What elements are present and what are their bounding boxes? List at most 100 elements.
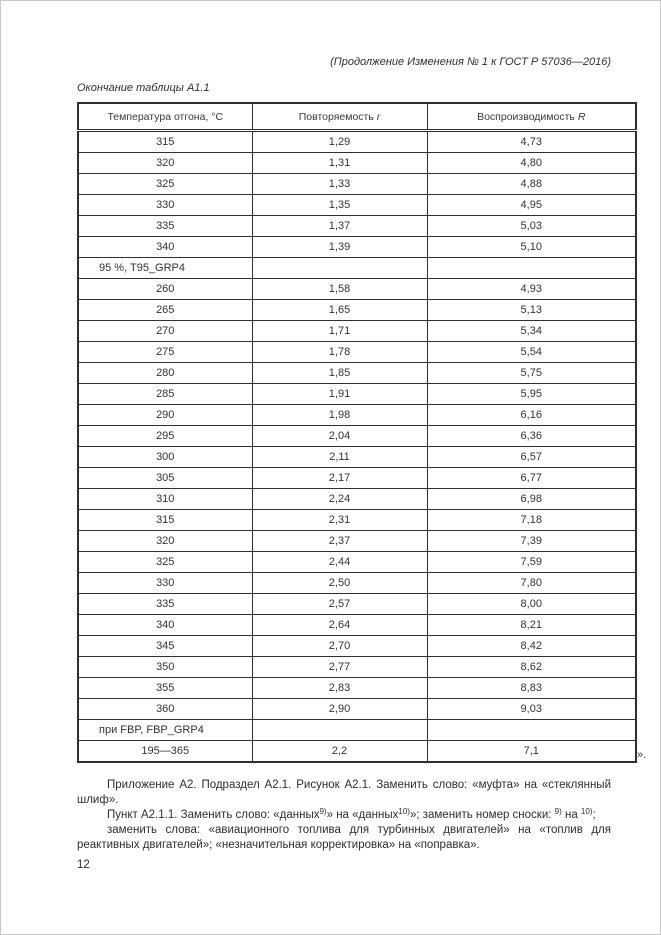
temperature-cell: 295 xyxy=(77,425,253,447)
temperature-cell: 315 xyxy=(77,509,253,531)
col-header-label: Воспроизводимость xyxy=(477,110,578,123)
temperature-cell: 290 xyxy=(77,404,253,426)
table-row: 285 1,91 5,95 xyxy=(77,383,637,405)
temperature-cell: 330 xyxy=(77,194,253,216)
table-row: 350 2,77 8,62 xyxy=(77,656,637,678)
section-row: 95 %, T95_GRP4 xyxy=(77,257,637,279)
reproducibility-cell: 4,95 xyxy=(426,194,637,216)
paragraph-clause-a211: Пункт А2.1.1. Заменить слово: «данных9)»… xyxy=(77,808,611,823)
repeatability-cell: 1,71 xyxy=(251,320,428,342)
repeatability-cell: 2,24 xyxy=(251,488,428,510)
temperature-cell: 325 xyxy=(77,551,253,573)
reproducibility-cell: 4,88 xyxy=(426,173,637,195)
repeatability-cell: 2,17 xyxy=(251,467,428,489)
table-row: 265 1,65 5,13 xyxy=(77,299,637,321)
text-segment: »; заменить номер сноски: xyxy=(409,809,555,821)
footnote-marker: 9) xyxy=(554,807,562,816)
table-header-row: Температура отгона, °С Повторяемость r В… xyxy=(77,102,637,132)
col-header-symbol: r xyxy=(376,110,381,123)
repeatability-cell: 2,70 xyxy=(251,635,428,657)
table-row: 335 2,57 8,00 xyxy=(77,593,637,615)
col-header-reproducibility: Воспроизводимость R xyxy=(426,102,637,132)
temperature-cell: 350 xyxy=(77,656,253,678)
repeatability-cell: 1,85 xyxy=(251,362,428,384)
col-header-symbol: R xyxy=(577,110,586,123)
temperature-cell: 345 xyxy=(77,635,253,657)
repeatability-cell: 2,50 xyxy=(251,572,428,594)
table-row: 315 1,29 4,73 xyxy=(77,130,637,153)
repeatability-cell: 2,37 xyxy=(251,530,428,552)
table-row: 305 2,17 6,77 xyxy=(77,467,637,489)
table-row: 295 2,04 6,36 xyxy=(77,425,637,447)
reproducibility-cell: 7,39 xyxy=(426,530,637,552)
paragraph-word-replacements: заменить слова: «авиационного топлива дл… xyxy=(77,824,611,851)
repeatability-cell: 2,77 xyxy=(251,656,428,678)
table-row: 340 1,39 5,10 xyxy=(77,236,637,258)
temperature-cell: 315 xyxy=(77,130,253,153)
text-segment: Пункт А2.1.1. Заменить слово: «данных xyxy=(107,809,320,821)
temperature-cell: 320 xyxy=(77,152,253,174)
reproducibility-cell: 4,80 xyxy=(426,152,637,174)
table-caption: Окончание таблицы А1.1 xyxy=(77,82,210,94)
temperature-cell: 330 xyxy=(77,572,253,594)
reproducibility-cell: 4,73 xyxy=(426,130,637,153)
table-row: 325 1,33 4,88 xyxy=(77,173,637,195)
table-row: 270 1,71 5,34 xyxy=(77,320,637,342)
table-row: 260 1,58 4,93 xyxy=(77,278,637,300)
repeatability-cell: 2,2 xyxy=(251,740,428,763)
reproducibility-cell: 6,36 xyxy=(426,425,637,447)
temperature-cell: 270 xyxy=(77,320,253,342)
temperature-cell: 300 xyxy=(77,446,253,468)
repeatability-cell: 2,04 xyxy=(251,425,428,447)
closing-quote-mark: ». xyxy=(637,749,647,761)
temperature-cell: 280 xyxy=(77,362,253,384)
temperature-cell: 325 xyxy=(77,173,253,195)
table-row: 280 1,85 5,75 xyxy=(77,362,637,384)
repeatability-cell: 2,83 xyxy=(251,677,428,699)
repeatability-cell: 1,31 xyxy=(251,152,428,174)
reproducibility-cell: 7,1 xyxy=(426,740,637,763)
section-label-cell: 95 %, T95_GRP4 xyxy=(77,257,253,279)
empty-cell xyxy=(251,257,428,279)
footnote-marker: 9) xyxy=(319,807,327,816)
page-number: 12 xyxy=(77,859,90,871)
reproducibility-cell: 6,16 xyxy=(426,404,637,426)
repeatability-cell: 2,44 xyxy=(251,551,428,573)
text-segment: » на «данных xyxy=(326,809,399,821)
repeatability-cell: 1,37 xyxy=(251,215,428,237)
reproducibility-cell: 6,57 xyxy=(426,446,637,468)
empty-cell xyxy=(251,719,428,741)
text-segment: на xyxy=(561,809,581,821)
temperature-cell: 335 xyxy=(77,215,253,237)
table-row: 275 1,78 5,54 xyxy=(77,341,637,363)
reproducibility-cell: 4,93 xyxy=(426,278,637,300)
temperature-cell: 340 xyxy=(77,236,253,258)
reproducibility-cell: 6,77 xyxy=(426,467,637,489)
paragraph-appendix-a2: Приложение А2. Подраздел А2.1. Рисунок А… xyxy=(77,779,611,806)
repeatability-cell: 1,35 xyxy=(251,194,428,216)
table-row: 300 2,11 6,57 xyxy=(77,446,637,468)
col-header-label: Повторяемость xyxy=(298,110,377,123)
repeatability-cell: 2,64 xyxy=(251,614,428,636)
reproducibility-cell: 9,03 xyxy=(426,698,637,720)
temperature-cell: 310 xyxy=(77,488,253,510)
repeatability-cell: 1,33 xyxy=(251,173,428,195)
temperature-cell: 260 xyxy=(77,278,253,300)
reproducibility-cell: 5,10 xyxy=(426,236,637,258)
repeatability-cell: 1,78 xyxy=(251,341,428,363)
text-segment: ; xyxy=(592,809,596,821)
table-row: 330 2,50 7,80 xyxy=(77,572,637,594)
table-row: 355 2,83 8,83 xyxy=(77,677,637,699)
temperature-cell: 305 xyxy=(77,467,253,489)
repeatability-cell: 1,65 xyxy=(251,299,428,321)
table-row: 360 2,90 9,03 xyxy=(77,698,637,720)
table-row: 195—365 2,2 7,1 xyxy=(77,740,637,763)
col-header-repeatability: Повторяемость r xyxy=(251,102,428,132)
section-label-cell: при FBP, FBP_GRP4 xyxy=(77,719,253,741)
temperature-cell: 285 xyxy=(77,383,253,405)
table-row: 290 1,98 6,16 xyxy=(77,404,637,426)
table-row: 325 2,44 7,59 xyxy=(77,551,637,573)
repeatability-cell: 1,39 xyxy=(251,236,428,258)
reproducibility-cell: 8,83 xyxy=(426,677,637,699)
